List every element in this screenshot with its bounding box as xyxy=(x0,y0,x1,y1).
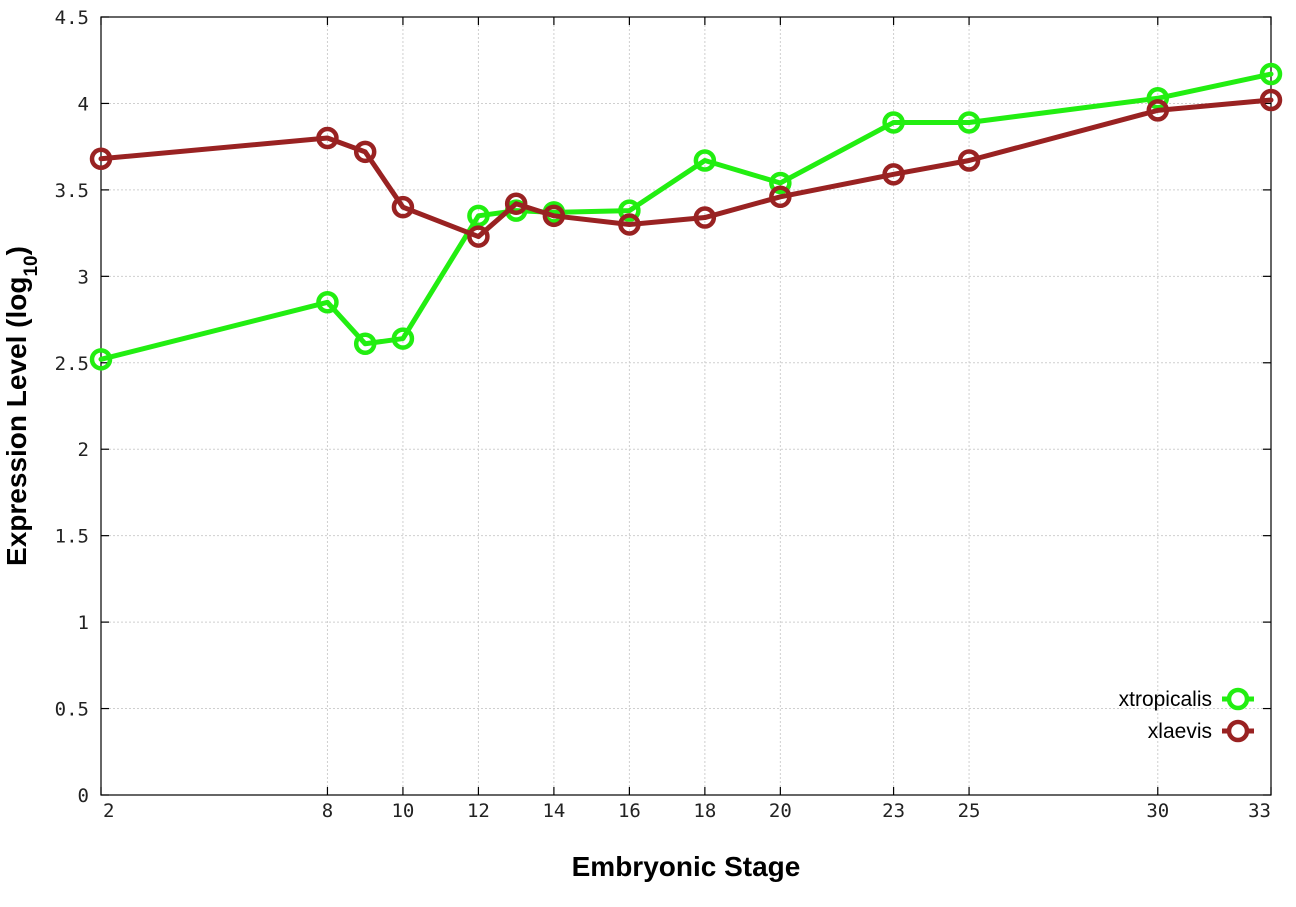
data-point-xtropicalis xyxy=(467,204,490,228)
x-tick-label: 14 xyxy=(542,800,565,822)
x-tick-label: 23 xyxy=(882,800,905,822)
series-line-xtropicalis xyxy=(98,71,1274,362)
y-tick-label: 2.5 xyxy=(55,353,89,375)
x-tick-label: 20 xyxy=(769,800,792,822)
data-point-xlaevis xyxy=(1259,88,1283,112)
x-tick-label: 12 xyxy=(467,800,490,822)
x-tick-labels: 2 8 10 12 14 16 18 20 23 25 30 33 xyxy=(103,800,1271,822)
data-point-xlaevis xyxy=(316,126,339,150)
series-line-xlaevis xyxy=(98,97,1274,240)
legend-marker-xtropicalis xyxy=(1226,687,1250,711)
y-axis-title-main: Expression Level (log xyxy=(1,277,32,566)
data-point-xlaevis xyxy=(353,140,377,164)
plot-frame xyxy=(100,16,1272,796)
axis-ticks xyxy=(100,16,1272,796)
y-tick-label: 0 xyxy=(78,785,89,807)
x-tick-label: 8 xyxy=(322,800,333,822)
x-axis-title: Embryonic Stage xyxy=(572,851,801,882)
y-tick-label: 1 xyxy=(78,612,89,634)
legend: xtropicalis xlaevis xyxy=(1119,687,1254,743)
data-point-xtropicalis xyxy=(769,171,792,195)
data-point-xtropicalis xyxy=(618,199,641,222)
data-point-xlaevis xyxy=(1146,99,1170,122)
data-point-xlaevis xyxy=(542,204,566,228)
data-point-xlaevis xyxy=(391,195,415,219)
x-tick-label: 18 xyxy=(693,800,716,822)
grid-lines xyxy=(101,17,1271,795)
data-point-xtropicalis xyxy=(693,149,717,172)
data-point-xlaevis xyxy=(769,185,792,209)
y-tick-label: 1.5 xyxy=(55,526,89,548)
data-point-xlaevis xyxy=(882,163,905,186)
x-tick-label: 30 xyxy=(1146,800,1169,822)
y-tick-label: 3.5 xyxy=(55,180,89,202)
legend-marker-xlaevis xyxy=(1226,719,1250,743)
y-tick-label: 3 xyxy=(78,266,89,288)
data-point-xtropicalis xyxy=(89,348,113,371)
data-point-xtropicalis xyxy=(316,291,339,314)
series-xlaevis xyxy=(89,88,1283,248)
y-axis-title-close: ) xyxy=(1,246,32,255)
data-point-xlaevis xyxy=(89,147,113,171)
data-point-xtropicalis xyxy=(1259,62,1283,86)
data-point-xtropicalis xyxy=(882,111,905,134)
legend-label-xlaevis: xlaevis xyxy=(1148,720,1212,743)
data-point-xlaevis xyxy=(693,206,717,229)
data-point-xtropicalis xyxy=(391,327,415,350)
y-tick-label: 2 xyxy=(78,439,89,461)
series-layer xyxy=(89,62,1283,371)
data-point-xtropicalis xyxy=(1146,87,1170,110)
data-point-xtropicalis xyxy=(957,111,981,134)
legend-label-xtropicalis: xtropicalis xyxy=(1119,688,1212,711)
y-tick-label: 4 xyxy=(78,93,89,115)
x-tick-label: 33 xyxy=(1248,800,1271,822)
series-xtropicalis xyxy=(89,62,1283,371)
data-point-xlaevis xyxy=(957,149,981,172)
data-point-xlaevis xyxy=(504,192,528,215)
y-tick-labels: 0 0.5 1 1.5 2 2.5 3 3.5 4 4.5 xyxy=(55,7,89,807)
y-axis-title-subscript: 10 xyxy=(21,255,42,276)
data-point-xtropicalis xyxy=(353,332,377,356)
data-point-xlaevis xyxy=(618,213,641,236)
y-axis-title: Expression Level (log10) xyxy=(1,246,42,566)
y-tick-label: 4.5 xyxy=(55,7,89,29)
data-point-xlaevis xyxy=(467,225,490,248)
y-tick-label: 0.5 xyxy=(55,699,89,721)
x-tick-label: 2 xyxy=(103,800,114,822)
x-tick-label: 25 xyxy=(958,800,981,822)
x-tick-label: 10 xyxy=(391,800,414,822)
x-tick-label: 16 xyxy=(618,800,641,822)
